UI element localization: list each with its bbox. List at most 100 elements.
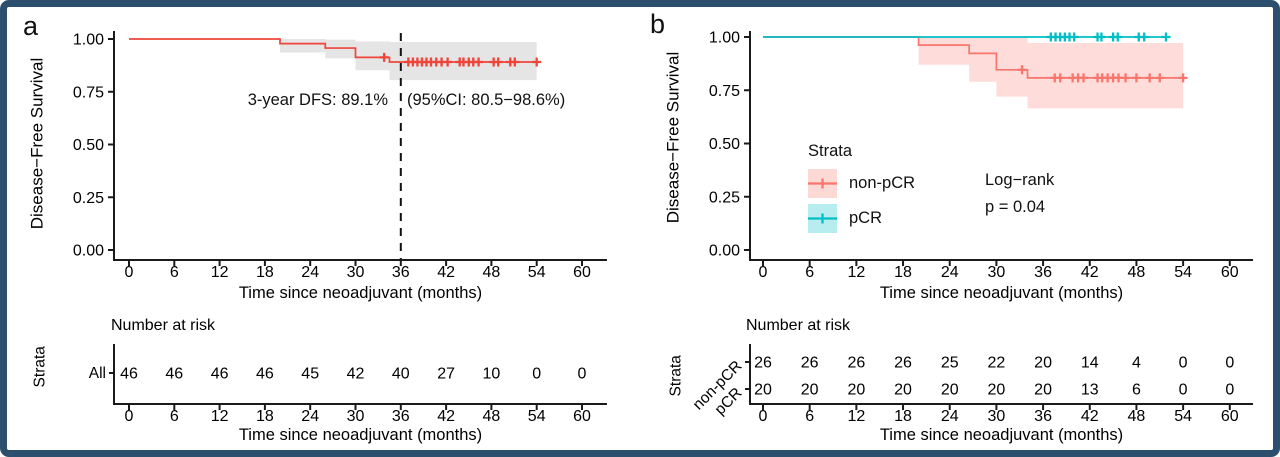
legend-key-line-cross: [808, 178, 837, 189]
risk-value: 26: [894, 355, 912, 372]
panel-a: a Disease−Free Survival 1.00 0.75 0.50 0.25…: [7, 7, 647, 450]
x-tick-label: 36: [1034, 264, 1052, 281]
risk-value: 0: [1179, 355, 1188, 372]
risk-value: 26: [754, 355, 772, 372]
x-tick-label: 42: [1081, 264, 1099, 281]
risk-value: 20: [1034, 355, 1052, 372]
plot-axes: [749, 31, 1253, 261]
risk-value: 42: [347, 366, 365, 383]
panel-b-label: b: [650, 9, 666, 39]
risk-value: 20: [1034, 382, 1052, 399]
risk-value: 46: [165, 366, 183, 383]
panel-b-risk-x-axis-title: Time since neoadjuvant (months): [879, 426, 1124, 444]
y-tick-label: 0.75: [73, 84, 104, 101]
x-tick-label: 6: [170, 264, 179, 281]
panel-a-label: a: [23, 11, 39, 41]
risk-value: 25: [941, 355, 959, 372]
x-tick-label: 54: [1174, 264, 1192, 281]
risk-value: 45: [301, 366, 319, 383]
risk-row-label: All: [89, 365, 106, 382]
survival-curve: [129, 38, 537, 63]
censor-tick: [1161, 32, 1171, 42]
censor-tick: [1096, 32, 1106, 42]
x-tick-label: 54: [528, 264, 546, 281]
censor-tick: [1121, 73, 1131, 83]
y-tick-label: 0.50: [73, 137, 104, 154]
risk-value: 20: [754, 382, 772, 399]
risk-value: 4: [1132, 355, 1141, 372]
risk-x-tick-label: 24: [301, 408, 319, 425]
panel-a-strata-axis-label: Strata: [31, 346, 49, 388]
risk-x-tick-label: 60: [1221, 408, 1239, 425]
risk-value: 20: [894, 382, 912, 399]
censor-tick: [1155, 73, 1165, 83]
risk-x-tick-label: 60: [573, 408, 591, 425]
risk-value: 20: [941, 382, 959, 399]
risk-x-tick-label: 0: [759, 408, 768, 425]
x-tick-label: 60: [1221, 264, 1239, 281]
legend-key-line-cross: [808, 213, 837, 224]
logrank-annotation: Log−rank p = 0.04: [985, 167, 1054, 221]
risk-x-tick-label: 36: [1034, 408, 1052, 425]
risk-value: 0: [1225, 355, 1234, 372]
risk-value: 22: [988, 355, 1006, 372]
censor-tick: [443, 57, 453, 67]
panel-a-risk-x-axis-title: Time since neoadjuvant (months): [238, 426, 483, 444]
censor-tick: [474, 57, 484, 67]
censor-tick: [1055, 73, 1065, 83]
censor-tick: [1131, 73, 1141, 83]
censor-tick: [510, 57, 520, 67]
censor-tick: [379, 52, 389, 62]
risk-value: 6: [1132, 382, 1141, 399]
risk-value: 20: [988, 382, 1006, 399]
risk-value: 27: [437, 366, 455, 383]
risk-value: 26: [801, 355, 819, 372]
panel-a-ci-annotation: (95%CI: 80.5−98.6%): [407, 91, 566, 109]
risk-x-tick-label: 48: [483, 408, 501, 425]
x-tick-label: 6: [805, 264, 814, 281]
panel-b-x-axis-title: Time since neoadjuvant (months): [879, 284, 1124, 302]
panel-b-survival-plot: 1.000.750.500.250.000 6 12 18 24 30 36 42 48 54 60…: [690, 30, 1253, 425]
x-tick-label: 36: [392, 264, 410, 281]
risk-value: 10: [483, 366, 501, 383]
risk-value: 46: [211, 366, 229, 383]
x-tick-label: 18: [256, 264, 274, 281]
risk-x-tick-label: 6: [805, 408, 814, 425]
panel-a-x-axis-title: Time since neoadjuvant (months): [238, 284, 483, 302]
risk-value: 13: [1081, 382, 1099, 399]
risk-x-tick-label: 24: [941, 408, 959, 425]
panel-a-dfs-annotation: 3-year DFS: 89.1%: [247, 91, 388, 109]
x-tick-label: 48: [483, 264, 501, 281]
risk-axes: [749, 344, 1253, 405]
y-tick-label: 1.00: [73, 32, 104, 49]
survival-curve: [763, 36, 1184, 79]
risk-x-tick-label: 18: [894, 408, 912, 425]
risk-value: 26: [847, 355, 865, 372]
y-tick-label: 0.00: [709, 243, 740, 260]
censor-tick: [1139, 32, 1149, 42]
confidence-band: [918, 37, 1184, 109]
risk-value: 0: [578, 366, 587, 383]
x-tick-label: 12: [847, 264, 865, 281]
y-tick-label: 1.00: [709, 30, 740, 47]
x-tick-label: 0: [125, 264, 134, 281]
risk-value: 20: [847, 382, 865, 399]
y-tick-label: 0.25: [73, 190, 104, 207]
plot-axes: [113, 31, 607, 261]
risk-x-tick-label: 6: [170, 408, 179, 425]
risk-value: 20: [801, 382, 819, 399]
legend-item-pcr: pCR: [808, 204, 882, 233]
panel-b-strata-axis-label: Strata: [667, 355, 685, 397]
x-tick-label: 0: [759, 264, 768, 281]
risk-value: 40: [392, 366, 410, 383]
risk-value: 14: [1081, 355, 1099, 372]
risk-x-tick-label: 18: [256, 408, 274, 425]
x-tick-label: 12: [211, 264, 229, 281]
x-tick-label: 24: [941, 264, 959, 281]
censor-tick: [1017, 65, 1027, 75]
legend-item-non-pcr: non-pCR: [808, 169, 915, 198]
logrank-test-label: Log−rank: [985, 171, 1055, 189]
risk-x-tick-label: 54: [1174, 408, 1192, 425]
panel-a-risk-table-title: Number at risk: [111, 317, 216, 334]
